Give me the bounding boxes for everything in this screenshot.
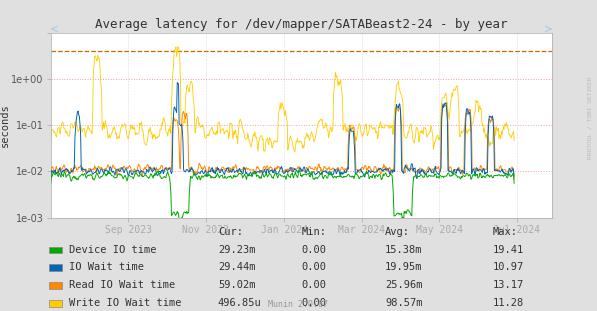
Text: 98.57m: 98.57m [385, 298, 423, 308]
Text: 0.00: 0.00 [301, 262, 327, 272]
Text: 0.00: 0.00 [301, 280, 327, 290]
Text: 59.02m: 59.02m [218, 280, 256, 290]
Text: 19.41: 19.41 [493, 244, 524, 254]
Title: Average latency for /dev/mapper/SATABeast2-24 - by year: Average latency for /dev/mapper/SATABeas… [96, 18, 507, 31]
Text: Munin 2.0.67: Munin 2.0.67 [269, 300, 328, 309]
Text: 29.23m: 29.23m [218, 244, 256, 254]
Text: 0.00: 0.00 [301, 244, 327, 254]
Text: IO Wait time: IO Wait time [69, 262, 144, 272]
Text: RRDTOOL / TOBI OETIKER: RRDTOOL / TOBI OETIKER [588, 77, 593, 160]
Text: 11.28: 11.28 [493, 298, 524, 308]
Text: 29.44m: 29.44m [218, 262, 256, 272]
Text: Read IO Wait time: Read IO Wait time [69, 280, 176, 290]
Text: Write IO Wait time: Write IO Wait time [69, 298, 181, 308]
Text: 25.96m: 25.96m [385, 280, 423, 290]
Text: Max:: Max: [493, 227, 518, 237]
Text: Min:: Min: [301, 227, 327, 237]
Text: 19.95m: 19.95m [385, 262, 423, 272]
Text: 0.00: 0.00 [301, 298, 327, 308]
Text: 496.85u: 496.85u [218, 298, 261, 308]
Text: 10.97: 10.97 [493, 262, 524, 272]
Text: Cur:: Cur: [218, 227, 243, 237]
Text: 15.38m: 15.38m [385, 244, 423, 254]
Text: Device IO time: Device IO time [69, 244, 157, 254]
Text: 13.17: 13.17 [493, 280, 524, 290]
Y-axis label: seconds: seconds [0, 103, 10, 147]
Text: Avg:: Avg: [385, 227, 410, 237]
